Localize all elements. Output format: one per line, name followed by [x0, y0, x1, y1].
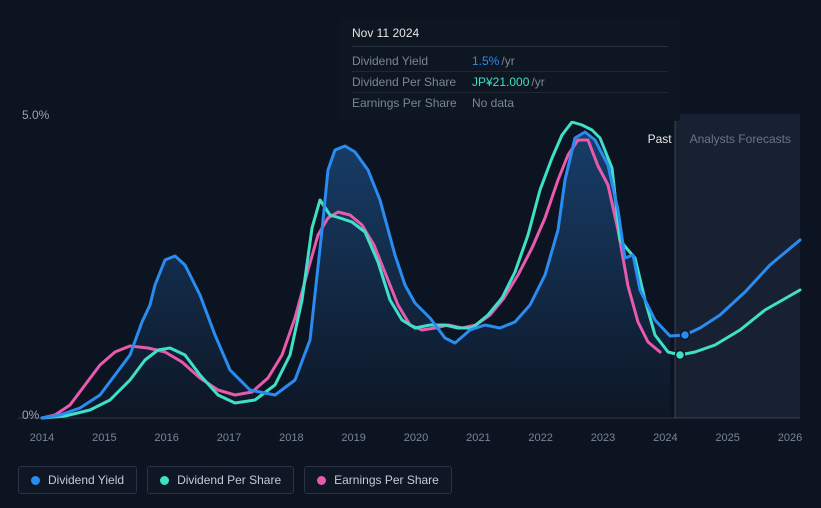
tooltip-metric-unit: /yr — [531, 75, 544, 89]
x-axis-label: 2026 — [778, 432, 802, 444]
legend-dot-icon — [317, 476, 326, 485]
legend-dot-icon — [160, 476, 169, 485]
x-axis-label: 2025 — [715, 432, 739, 444]
tooltip-metric-value: JP¥21.000 — [472, 75, 529, 89]
tooltip-metric-label: Dividend Per Share — [352, 75, 472, 89]
x-axis-label: 2020 — [404, 432, 428, 444]
legend-label: Earnings Per Share — [334, 473, 439, 487]
legend-item[interactable]: Earnings Per Share — [304, 466, 452, 494]
x-axis-label: 2015 — [92, 432, 116, 444]
tooltip-metric-label: Dividend Yield — [352, 54, 472, 68]
legend-label: Dividend Per Share — [177, 473, 281, 487]
tab-past[interactable]: Past — [648, 132, 672, 146]
tooltip-row: Earnings Per ShareNo data — [352, 93, 668, 113]
x-axis: 2014 2015 2016 2017 2018 2019 2020 2021 2022 2023… — [0, 432, 821, 448]
tooltip-metric-value: 1.5% — [472, 54, 499, 68]
x-axis-label: 2016 — [154, 432, 178, 444]
legend-dot-icon — [31, 476, 40, 485]
x-axis-label: 2022 — [528, 432, 552, 444]
x-axis-label: 2014 — [30, 432, 54, 444]
tooltip-metric-value: No data — [472, 96, 514, 110]
legend-item[interactable]: Dividend Per Share — [147, 466, 294, 494]
x-axis-label: 2023 — [591, 432, 615, 444]
x-axis-label: 2024 — [653, 432, 677, 444]
x-axis-label: 2017 — [217, 432, 241, 444]
chart-legend: Dividend Yield Dividend Per Share Earnings… — [18, 466, 452, 494]
tooltip-row: Dividend Yield1.5% /yr — [352, 51, 668, 72]
y-axis-max: 5.0% — [22, 108, 49, 122]
tooltip-row: Dividend Per ShareJP¥21.000 /yr — [352, 72, 668, 93]
tooltip-metric-label: Earnings Per Share — [352, 96, 472, 110]
tooltip-date: Nov 11 2024 — [352, 26, 668, 47]
tooltip-metric-unit: /yr — [501, 54, 514, 68]
chart-tooltip: Nov 11 2024 Dividend Yield1.5% /yrDivide… — [340, 18, 680, 121]
chart-tabs: Past Analysts Forecasts — [648, 132, 791, 146]
tab-forecast[interactable]: Analysts Forecasts — [690, 132, 791, 146]
dividend-chart: Nov 11 2024 Dividend Yield1.5% /yrDivide… — [0, 0, 821, 508]
legend-item[interactable]: Dividend Yield — [18, 466, 137, 494]
y-axis-min: 0% — [22, 408, 39, 422]
x-axis-label: 2018 — [279, 432, 303, 444]
legend-label: Dividend Yield — [48, 473, 124, 487]
x-axis-label: 2021 — [466, 432, 490, 444]
x-axis-label: 2019 — [341, 432, 365, 444]
